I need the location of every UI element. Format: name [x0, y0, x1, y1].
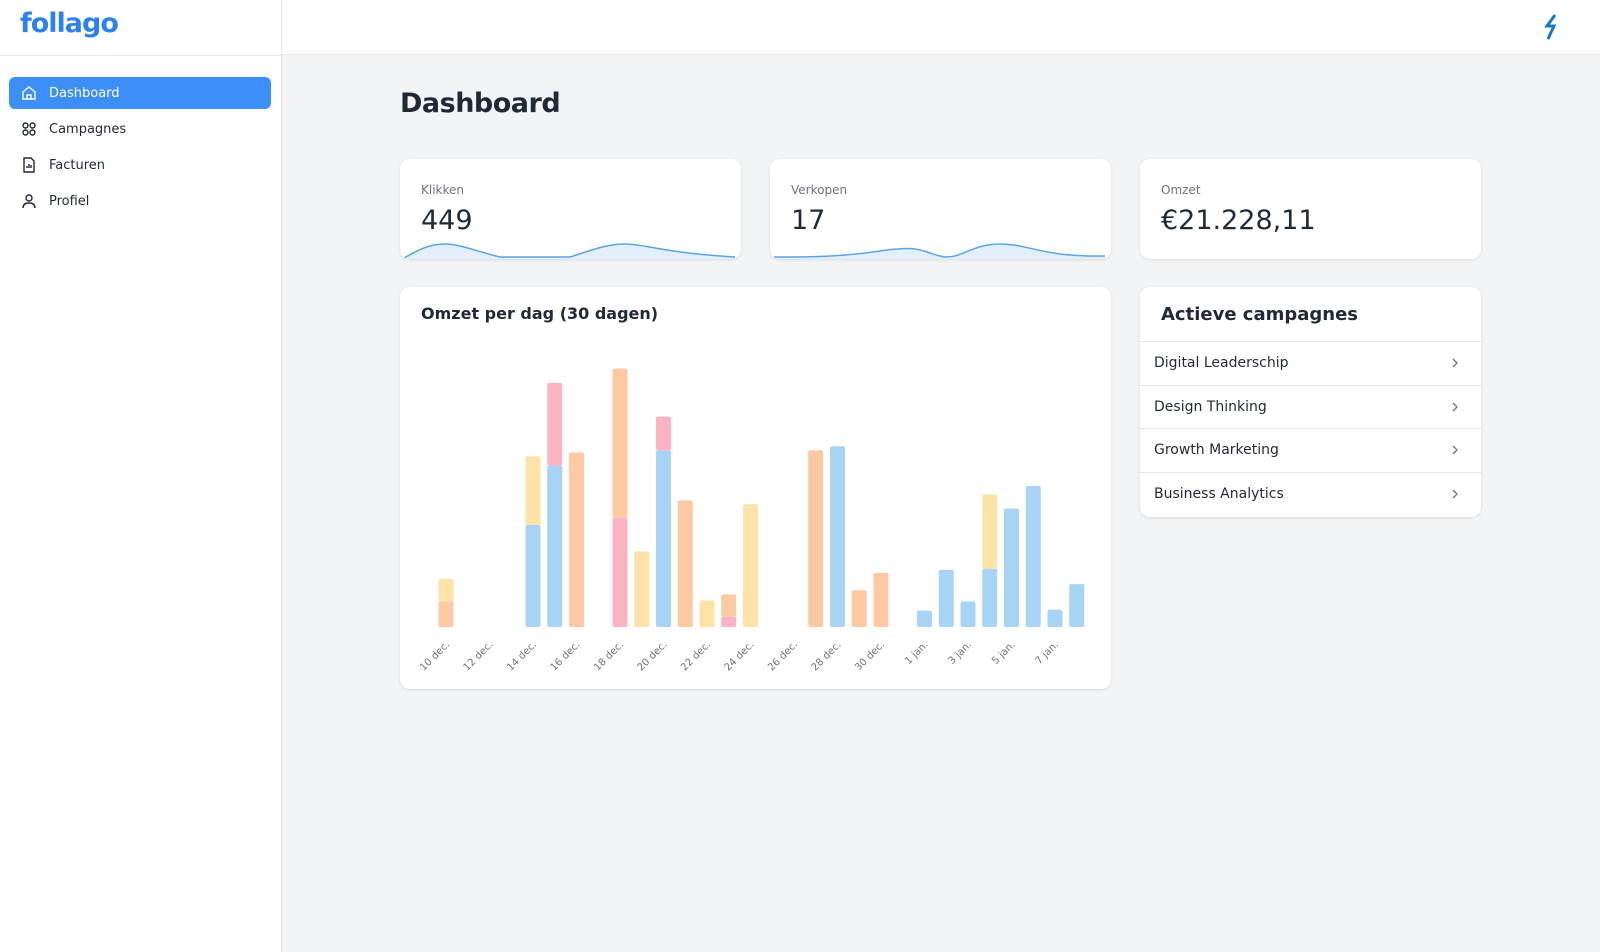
bar-segment — [656, 450, 671, 627]
stat-card: Klikken 449 — [400, 159, 741, 259]
bar-segment — [873, 572, 889, 627]
bar-segment — [1047, 609, 1063, 627]
stat-label: Klikken — [421, 183, 464, 197]
icon — [22, 194, 36, 209]
campaign-row[interactable]: Digital Leaderschip — [1140, 342, 1481, 386]
x-tick-label: 24 dec. — [723, 639, 757, 673]
icon — [22, 122, 36, 136]
icon — [23, 157, 35, 173]
bar-segment — [547, 465, 563, 627]
campaigns-card: Actieve campagnes Digital Leaderschip Des… — [1140, 287, 1481, 517]
chevron — [1452, 489, 1458, 499]
bar-segment — [721, 594, 737, 617]
sidebar: follago Dashboard Campagnes Facturen Pro… — [0, 0, 282, 952]
x-tick-label: 10 dec. — [418, 639, 452, 673]
x-tick-label: 12 dec. — [462, 639, 496, 673]
stat-value: €21.228,11 — [1161, 205, 1316, 236]
stat-card: Verkopen 17 — [770, 159, 1111, 259]
bar-segment — [438, 578, 454, 602]
stat-label: Omzet — [1161, 183, 1201, 197]
x-tick-label: 30 dec. — [853, 639, 887, 673]
nav-label: Profiel — [49, 193, 90, 209]
x-tick-label: 5 jan. — [990, 639, 1018, 667]
brand-icon[interactable] — [1544, 14, 1560, 40]
nav-item[interactable]: Facturen — [9, 149, 271, 181]
top-bar — [282, 0, 1600, 55]
nav-label: Dashboard — [49, 85, 120, 101]
x-tick-label: 22 dec. — [679, 639, 713, 673]
bar-segment — [982, 568, 998, 627]
nav-label: Facturen — [49, 157, 106, 173]
bar-segment — [612, 368, 628, 518]
page-title: Dashboard — [400, 88, 561, 119]
campaign-name: Design Thinking — [1154, 398, 1267, 415]
chart-card: Omzet per dag (30 dagen) 10 dec. 12 dec. 1… — [400, 287, 1111, 689]
bar-segment — [634, 551, 650, 627]
stat-value: 17 — [791, 205, 826, 236]
bar-segment — [677, 500, 693, 627]
x-tick-label: 14 dec. — [505, 639, 539, 673]
bar-segment — [1025, 486, 1041, 627]
nav-item[interactable]: Profiel — [9, 185, 271, 217]
icon — [22, 86, 36, 100]
bar-segment — [830, 446, 845, 627]
x-tick-label: 16 dec. — [549, 639, 583, 673]
campaign-row[interactable]: Business Analytics — [1140, 473, 1481, 517]
campaign-row[interactable]: Design Thinking — [1140, 386, 1481, 429]
bar-segment — [547, 382, 563, 466]
bar-segment — [982, 494, 998, 569]
nav-item[interactable]: Dashboard — [9, 77, 271, 109]
x-tick-label: 1 jan. — [903, 639, 931, 667]
bar-segment — [917, 610, 932, 627]
bar-segment — [851, 590, 867, 627]
bar-segment — [525, 456, 541, 525]
campaign-name: Business Analytics — [1154, 486, 1284, 503]
campaign-name: Digital Leaderschip — [1154, 355, 1289, 372]
chevron — [1452, 402, 1458, 412]
chevron — [1452, 358, 1458, 368]
bar-segment — [1069, 584, 1085, 627]
bar-segment — [656, 416, 671, 451]
bar-segment — [938, 569, 954, 627]
bar-segment — [808, 450, 824, 627]
x-tick-label: 18 dec. — [592, 639, 626, 673]
nav-item[interactable]: Campagnes — [9, 113, 271, 145]
logo[interactable]: follago — [20, 8, 119, 39]
x-tick-label: 28 dec. — [810, 639, 844, 673]
bar-segment — [721, 616, 737, 627]
bar-segment — [438, 601, 454, 627]
x-tick-label: 7 jan. — [1034, 639, 1062, 667]
stat-value: 449 — [421, 205, 473, 236]
bar-segment — [743, 504, 758, 627]
bar-segment — [1004, 508, 1019, 627]
nav-label: Campagnes — [49, 121, 127, 137]
x-tick-label: 20 dec. — [636, 639, 670, 673]
chart: 10 dec. 12 dec. 14 dec. 16 dec. 18 dec. 20 de… — [418, 368, 1085, 673]
stat-label: Verkopen — [791, 183, 848, 197]
stat-card: Omzet €21.228,11 — [1140, 159, 1481, 259]
chart-title: Omzet per dag (30 dagen) — [421, 304, 659, 323]
divider — [0, 55, 282, 56]
bar-segment — [525, 524, 541, 627]
bar-segment — [569, 452, 584, 627]
campaign-list: Digital Leaderschip Design Thinking Growth… — [1140, 342, 1481, 516]
sparkline — [403, 243, 736, 259]
x-tick-label: 26 dec. — [766, 639, 800, 673]
x-tick-label: 3 jan. — [947, 639, 975, 667]
campaign-row[interactable]: Growth Marketing — [1140, 429, 1481, 473]
bar-segment — [960, 601, 976, 627]
campaigns-title: Actieve campagnes — [1140, 287, 1481, 342]
campaign-name: Growth Marketing — [1154, 442, 1279, 459]
bar-segment — [699, 600, 715, 627]
bar-segment — [612, 517, 628, 627]
chevron — [1452, 445, 1458, 455]
sparkline — [773, 243, 1106, 259]
